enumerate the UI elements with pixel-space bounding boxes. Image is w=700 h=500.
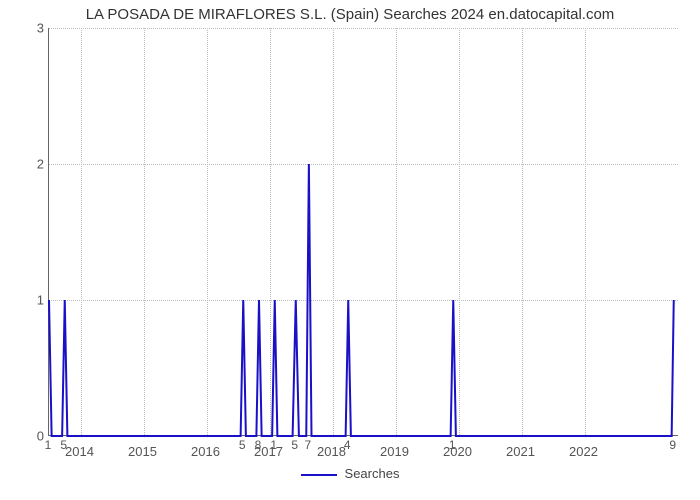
value-annotation: 5 bbox=[291, 438, 298, 452]
value-annotation: 7 bbox=[305, 438, 312, 452]
y-tick-label: 0 bbox=[30, 429, 44, 444]
legend: Searches bbox=[0, 466, 700, 481]
value-annotation: 5 bbox=[60, 438, 67, 452]
value-annotation: 5 bbox=[239, 438, 246, 452]
x-tick-label: 2015 bbox=[128, 444, 157, 459]
chart-title: LA POSADA DE MIRAFLORES S.L. (Spain) Sea… bbox=[0, 6, 700, 23]
y-tick-label: 3 bbox=[30, 21, 44, 36]
value-annotation: 8 bbox=[255, 438, 262, 452]
legend-label: Searches bbox=[345, 466, 400, 481]
legend-swatch bbox=[301, 474, 337, 476]
x-tick-label: 2022 bbox=[569, 444, 598, 459]
y-tick-label: 1 bbox=[30, 293, 44, 308]
x-tick-label: 2020 bbox=[443, 444, 472, 459]
value-annotation: 4 bbox=[344, 438, 351, 452]
value-annotation: 1 bbox=[45, 438, 52, 452]
value-annotation: 1 bbox=[270, 438, 277, 452]
value-annotation: 9 bbox=[669, 438, 676, 452]
x-tick-label: 2019 bbox=[380, 444, 409, 459]
x-tick-label: 2016 bbox=[191, 444, 220, 459]
plot-area bbox=[48, 28, 678, 436]
x-tick-label: 2021 bbox=[506, 444, 535, 459]
x-tick-label: 2018 bbox=[317, 444, 346, 459]
line-series bbox=[49, 28, 679, 436]
y-tick-label: 2 bbox=[30, 157, 44, 172]
chart-container: LA POSADA DE MIRAFLORES S.L. (Spain) Sea… bbox=[0, 0, 700, 500]
value-annotation: 1 bbox=[449, 438, 456, 452]
x-tick-label: 2014 bbox=[65, 444, 94, 459]
